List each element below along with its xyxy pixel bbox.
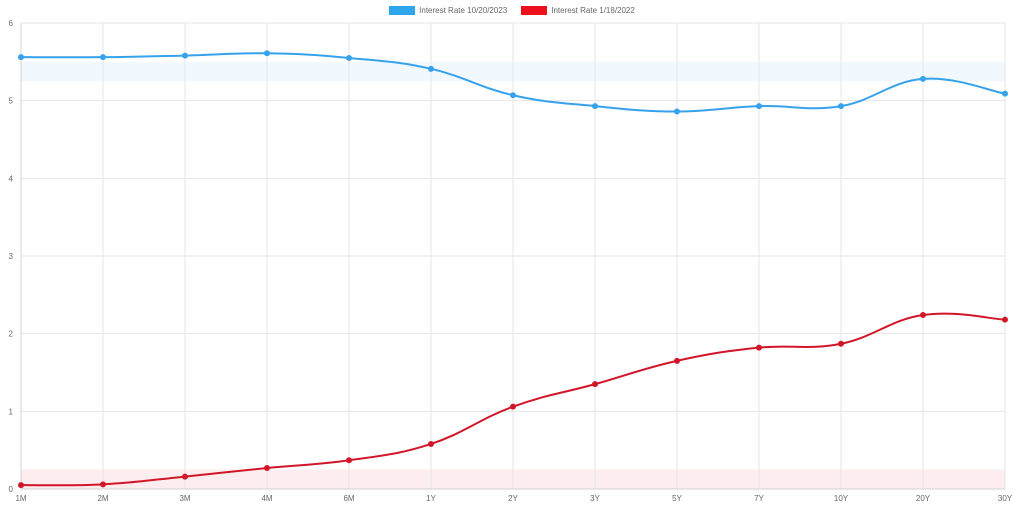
data-point-series-2-1M [18, 482, 24, 489]
data-point-series-1-6M [346, 54, 352, 61]
data-point-series-2-6M [346, 457, 352, 464]
legend-item-series-2[interactable]: Interest Rate 1/18/2022 [521, 6, 635, 15]
y-tick-label: 2 [9, 330, 14, 339]
data-point-series-1-1Y [428, 65, 434, 72]
data-point-series-2-2M [100, 481, 106, 488]
data-point-series-1-3M [182, 52, 188, 59]
data-point-series-2-4M [264, 465, 270, 472]
x-tick-label: 3Y [590, 494, 600, 503]
data-point-series-1-2Y [510, 92, 516, 99]
y-tick-label: 6 [9, 19, 14, 28]
legend: Interest Rate 10/20/2023 Interest Rate 1… [0, 6, 1024, 15]
x-tick-label: 3M [179, 494, 190, 503]
x-tick-label: 5Y [672, 494, 682, 503]
x-tick-label: 10Y [834, 494, 849, 503]
legend-swatch-series-2 [521, 6, 548, 15]
data-point-series-1-3Y [592, 103, 598, 110]
legend-label-series-2: Interest Rate 1/18/2022 [551, 6, 635, 15]
data-point-series-1-4M [264, 50, 270, 57]
y-tick-label: 4 [9, 174, 14, 183]
data-point-series-1-5Y [674, 108, 680, 115]
x-tick-label: 30Y [998, 494, 1013, 503]
data-point-series-2-5Y [674, 357, 680, 364]
data-point-series-1-2M [100, 54, 106, 61]
data-point-series-2-20Y [920, 312, 926, 319]
y-tick-label: 1 [9, 407, 14, 416]
x-tick-label: 7Y [754, 494, 764, 503]
legend-swatch-series-1 [389, 6, 416, 15]
data-point-series-1-20Y [920, 75, 926, 82]
data-point-series-2-3Y [592, 381, 598, 388]
data-point-series-1-7Y [756, 103, 762, 110]
x-tick-label: 1Y [426, 494, 436, 503]
legend-label-series-1: Interest Rate 10/20/2023 [419, 6, 508, 15]
y-tick-label: 0 [9, 485, 14, 494]
data-point-series-2-7Y [756, 344, 762, 351]
x-tick-label: 6M [343, 494, 354, 503]
data-point-series-1-30Y [1002, 90, 1008, 97]
y-tick-label: 3 [9, 252, 14, 261]
data-point-series-2-3M [182, 473, 188, 480]
x-tick-label: 1M [15, 494, 26, 503]
y-tick-label: 5 [9, 97, 14, 106]
data-point-series-2-10Y [838, 340, 844, 347]
data-point-series-2-1Y [428, 440, 434, 447]
data-point-series-2-2Y [510, 403, 516, 410]
data-point-series-1-1M [18, 54, 24, 61]
x-tick-label: 2Y [508, 494, 518, 503]
x-tick-label: 4M [261, 494, 272, 503]
data-point-series-1-10Y [838, 103, 844, 110]
x-tick-label: 2M [97, 494, 108, 503]
legend-item-series-1[interactable]: Interest Rate 10/20/2023 [389, 6, 507, 15]
x-tick-label: 20Y [916, 494, 931, 503]
data-point-series-2-30Y [1002, 316, 1008, 323]
